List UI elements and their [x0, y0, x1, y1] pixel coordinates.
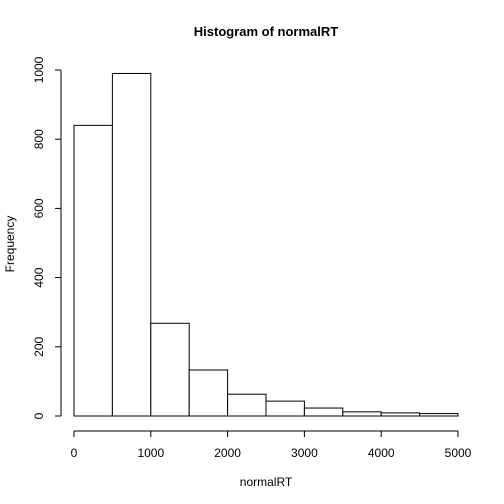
x-tick-label: 5000: [445, 446, 472, 460]
y-tick-label: 200: [32, 336, 46, 356]
y-tick-label: 400: [32, 267, 46, 287]
y-tick-label: 1000: [32, 56, 46, 83]
y-tick-label: 800: [32, 129, 46, 149]
y-axis: 0 200 400 600 800 1000: [32, 56, 62, 419]
x-tick-label: 2000: [214, 446, 241, 460]
chart-title: Histogram of normalRT: [194, 24, 339, 39]
y-tick-label: 0: [32, 412, 46, 419]
x-tick-label: 0: [71, 446, 78, 460]
x-axis-label: normalRT: [240, 475, 293, 489]
histogram-bar: [419, 413, 459, 417]
x-axis: 0 1000 2000 3000 4000 5000: [71, 430, 472, 460]
y-axis-label: Frequency: [3, 216, 17, 273]
histogram-bar: [380, 412, 421, 417]
x-tick-label: 1000: [137, 446, 164, 460]
x-tick-label: 3000: [291, 446, 318, 460]
histogram-bar: [342, 411, 382, 417]
y-tick-label: 600: [32, 198, 46, 218]
histogram-bar: [150, 322, 190, 417]
x-tick-label: 4000: [368, 446, 395, 460]
histogram-bar: [227, 393, 267, 417]
histogram-bar: [111, 72, 152, 417]
bars-group: [73, 72, 459, 417]
histogram-bar: [188, 369, 229, 417]
histogram-bar: [303, 407, 344, 417]
histogram-bar: [73, 124, 113, 417]
histogram-bar: [265, 400, 305, 417]
